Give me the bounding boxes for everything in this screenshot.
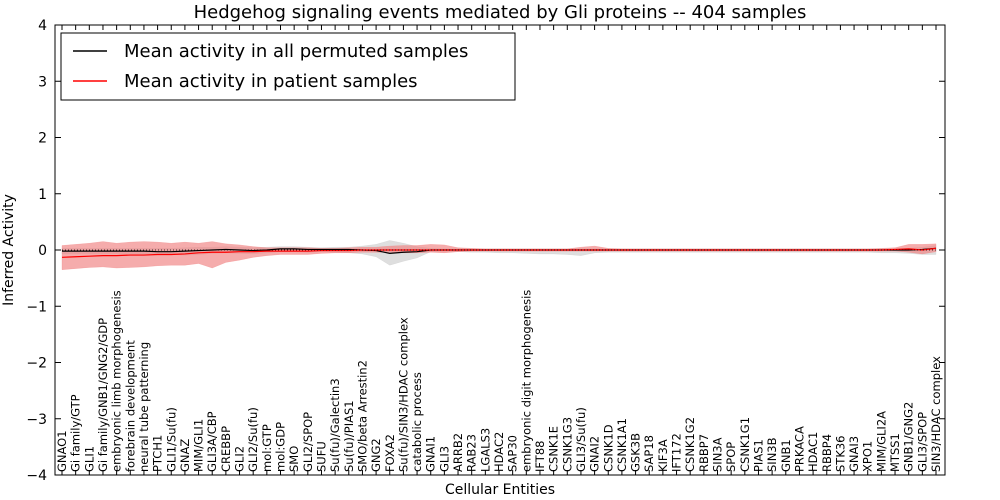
x-tick-label: MTSS1 [888,433,902,472]
x-tick-label: GSK3B [629,433,643,472]
y-tick-label: 0 [38,243,47,259]
legend-label-1: Mean activity in patient samples [124,71,418,92]
legend-label-0: Mean activity in all permuted samples [124,41,468,62]
x-tick-label: LGALS3 [478,428,492,472]
x-tick-label: GLI3 [437,446,451,472]
x-tick-label: SPOP [724,442,738,472]
y-tick-label: −4 [26,468,47,484]
y-tick-label: −2 [26,356,47,372]
series-line-1 [61,247,937,258]
x-axis-label: Cellular Entities [445,482,555,498]
x-tick-label: MIM/GLI2A [874,411,888,472]
y-tick-label: 1 [38,187,47,203]
x-tick-label: Gi family/GTP [69,394,83,472]
x-tick-label: GLI3/Su(fu) [574,407,588,472]
x-tick-label: SAP18 [642,435,656,472]
x-tick-label: RBBP4 [820,434,834,472]
y-tick-label: 2 [38,131,47,147]
x-tick-label: GNAI2 [588,436,602,472]
x-tick-label: GNAI3 [847,436,861,472]
x-tick-label: SMO/beta Arrestin2 [355,360,369,472]
x-tick-label: GNB1 [779,439,793,472]
x-tick-label: ARRB2 [451,433,465,472]
x-tick-label: GNB1/GNG2 [902,402,916,472]
x-tick-label: catabolic process [410,372,424,472]
x-tick-label: forebrain development [123,340,137,472]
x-tick-label: CSNK1D [601,424,615,472]
y-axis-label: Inferred Activity [1,194,17,306]
x-tick-label: Su(fu)/Galectin3 [328,378,342,472]
x-tick-label: SAP30 [506,435,520,472]
x-tick-label: RBBP7 [697,434,711,472]
x-tick-label: PRKACA [792,426,806,472]
y-tick-label: −1 [26,299,47,315]
x-tick-label: IFT88 [533,441,547,472]
x-tick-label: mol:GTP [260,424,274,472]
y-tick-label: 3 [38,74,47,90]
x-tick-label: GLI3A/CBP [205,411,219,472]
x-tick-label: CSNK1G2 [683,417,697,472]
x-tick-label: SIN3B [765,437,779,472]
x-tick-label: STK36 [833,436,847,473]
x-tick-label: CREBBP [219,426,233,472]
x-tick-label: IFT172 [670,433,684,472]
x-tick-label: SIN3/HDAC complex [929,356,943,472]
x-tick-label: GLI2/Su(fu) [246,407,260,472]
x-tick-label: GNAZ [178,439,192,472]
x-tick-label: SMO [287,446,301,472]
x-tick-label: neural tube patterning [137,342,151,472]
x-tick-label: CSNK1E [547,426,561,472]
y-tick-label: 4 [38,18,47,34]
x-tick-label: CSNK1G3 [560,417,574,472]
x-tick-label: GNAI1 [424,436,438,472]
x-tick-label: KIF3A [656,439,670,472]
x-tick-label: mol:GDP [274,422,288,472]
x-tick-label: GNG2 [369,438,383,472]
x-tick-label: Gi family/GNB1/GNG2/GDP [96,318,110,472]
chart-title: Hedgehog signaling events mediated by Gl… [194,2,807,23]
x-tick-label: SIN3A [711,437,725,472]
x-tick-label: GLI2/SPOP [301,412,315,472]
x-tick-label: HDAC2 [492,432,506,472]
x-tick-label: GLI1 [82,446,96,472]
x-tick-label: embryonic digit morphogenesis [519,290,533,472]
x-tick-label: GLI2 [233,446,247,472]
x-tick-label: GLI1/Su(fu) [164,407,178,472]
x-tick-label: SUFU [314,441,328,472]
y-tick-label: −3 [26,412,47,428]
legend-box [60,32,516,101]
x-tick-label: CSNK1A1 [615,418,629,472]
x-tick-label: GNAO1 [55,430,69,472]
x-tick-label: PTCH1 [151,435,165,472]
x-tick-label: HDAC1 [806,432,820,472]
x-tick-label: RAB23 [465,434,479,472]
x-tick-label: XPO1 [861,441,875,472]
x-tick-label: Su(fu)/SIN3/HDAC complex [396,317,410,472]
x-tick-label: FOXA2 [383,434,397,472]
x-tick-label: CSNK1G1 [738,417,752,472]
x-tick-label: Su(fu)/PIAS1 [342,400,356,472]
plot-area: 4 3 2 1 0 −1 −2 −3 −4 GNAO1 Gi family/GTP GLI1 Gi fa… [26,18,946,484]
x-tick-label: GLI3/SPOP [915,412,929,472]
x-tick-label: MIM/GLI1 [192,419,206,472]
x-tick-label: embryonic limb morphogenesis [110,290,124,472]
x-tick-label: PIAS1 [751,439,765,472]
